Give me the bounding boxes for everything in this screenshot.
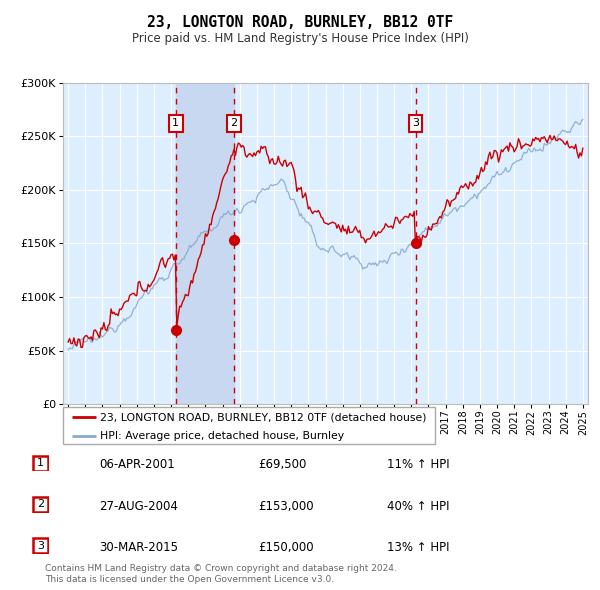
Text: 30-MAR-2015: 30-MAR-2015 xyxy=(99,541,178,554)
Text: Contains HM Land Registry data © Crown copyright and database right 2024.: Contains HM Land Registry data © Crown c… xyxy=(45,565,397,573)
Bar xyxy=(176,83,234,404)
FancyBboxPatch shape xyxy=(32,538,48,553)
Text: 3: 3 xyxy=(37,541,44,550)
Text: 23, LONGTON ROAD, BURNLEY, BB12 0TF: 23, LONGTON ROAD, BURNLEY, BB12 0TF xyxy=(147,15,453,30)
Text: 2: 2 xyxy=(37,500,44,509)
Text: 11% ↑ HPI: 11% ↑ HPI xyxy=(387,458,449,471)
Text: 13% ↑ HPI: 13% ↑ HPI xyxy=(387,541,449,554)
Text: £153,000: £153,000 xyxy=(258,500,314,513)
Text: £150,000: £150,000 xyxy=(258,541,314,554)
Text: 3: 3 xyxy=(412,119,419,129)
Text: 40% ↑ HPI: 40% ↑ HPI xyxy=(387,500,449,513)
Text: 1: 1 xyxy=(37,458,44,468)
Text: 27-AUG-2004: 27-AUG-2004 xyxy=(99,500,178,513)
FancyBboxPatch shape xyxy=(32,497,48,512)
Text: This data is licensed under the Open Government Licence v3.0.: This data is licensed under the Open Gov… xyxy=(45,575,334,584)
Text: 1: 1 xyxy=(172,119,179,129)
Text: HPI: Average price, detached house, Burnley: HPI: Average price, detached house, Burn… xyxy=(100,431,344,441)
FancyBboxPatch shape xyxy=(32,455,48,471)
Text: 23, LONGTON ROAD, BURNLEY, BB12 0TF (detached house): 23, LONGTON ROAD, BURNLEY, BB12 0TF (det… xyxy=(100,412,427,422)
Text: 06-APR-2001: 06-APR-2001 xyxy=(99,458,175,471)
Text: £69,500: £69,500 xyxy=(258,458,307,471)
Text: Price paid vs. HM Land Registry's House Price Index (HPI): Price paid vs. HM Land Registry's House … xyxy=(131,32,469,45)
Text: 2: 2 xyxy=(230,119,238,129)
FancyBboxPatch shape xyxy=(63,407,435,444)
